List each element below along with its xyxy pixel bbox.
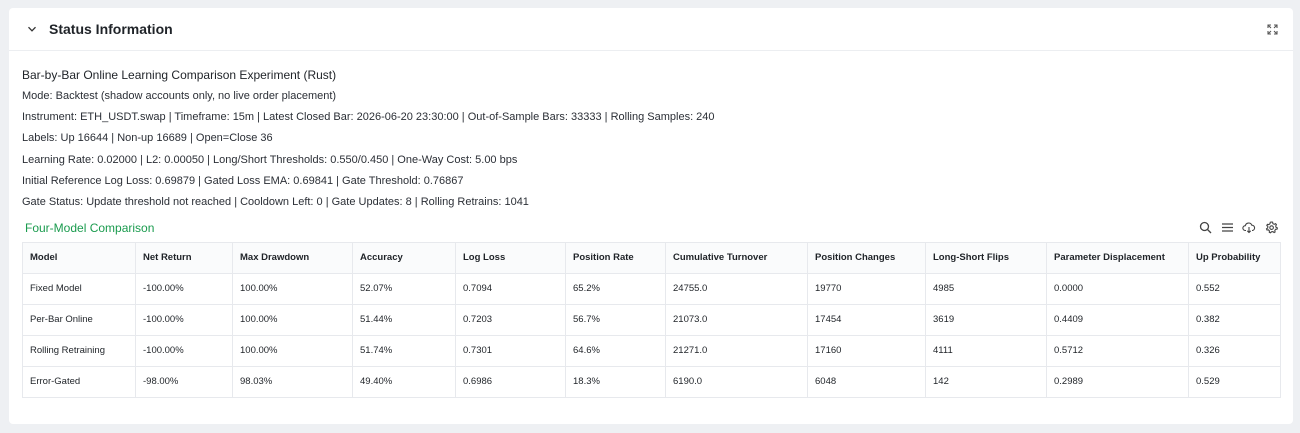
table-cell: 98.03% — [232, 365, 353, 398]
table-cell: 0.7301 — [455, 334, 566, 367]
table-cell: 21073.0 — [665, 303, 808, 336]
column-header[interactable]: Up Probability — [1188, 241, 1281, 274]
table-cell: 0.552 — [1188, 272, 1281, 305]
table-cell: 64.6% — [565, 334, 666, 367]
log-loss-line: Initial Reference Log Loss: 0.69879 | Ga… — [22, 174, 464, 187]
instrument-line: Instrument: ETH_USDT.swap | Timeframe: 1… — [22, 111, 715, 124]
column-header[interactable]: Long-Short Flips — [925, 241, 1047, 274]
table-cell: 51.44% — [352, 303, 456, 336]
table-cell: 0.2989 — [1046, 365, 1189, 398]
table-cell: 0.6986 — [455, 365, 566, 398]
chevron-down-icon[interactable] — [25, 22, 39, 36]
column-header[interactable]: Parameter Displacement — [1046, 241, 1189, 274]
cloud-download-icon[interactable] — [1241, 220, 1257, 236]
table-cell: Rolling Retraining — [22, 334, 136, 367]
table-cell: 4985 — [925, 272, 1047, 305]
column-header[interactable]: Model — [22, 241, 136, 274]
experiment-title: Bar-by-Bar Online Learning Comparison Ex… — [22, 68, 337, 82]
column-header[interactable]: Accuracy — [352, 241, 456, 274]
table-cell: 6048 — [807, 365, 926, 398]
table-cell: 100.00% — [232, 334, 353, 367]
labels-line: Labels: Up 16644 | Non-up 16689 | Open=C… — [22, 132, 273, 145]
table-cell: 100.00% — [232, 272, 353, 305]
table-cell: 0.7094 — [455, 272, 566, 305]
table-cell: 56.7% — [565, 303, 666, 336]
learning-rate-line: Learning Rate: 0.02000 | L2: 0.00050 | L… — [22, 153, 518, 166]
table-cell: 19770 — [807, 272, 926, 305]
panel-title: Status Information — [49, 21, 173, 37]
comparison-table: Model Net Return Max Drawdown Accuracy L… — [22, 241, 1281, 398]
gate-status-line: Gate Status: Update threshold not reache… — [22, 195, 529, 208]
table-cell: 17454 — [807, 303, 926, 336]
table-cell: 0.382 — [1188, 303, 1281, 336]
panel-header: Status Information — [9, 8, 1293, 51]
table-row: Error-Gated -98.00% 98.03% 49.40% 0.6986… — [22, 365, 1281, 398]
table-cell: 0.0000 — [1046, 272, 1189, 305]
table-cell: 49.40% — [352, 365, 456, 398]
table-row: Fixed Model -100.00% 100.00% 52.07% 0.70… — [22, 272, 1281, 305]
table-cell: -100.00% — [135, 334, 233, 367]
comparison-table-wrap: Model Net Return Max Drawdown Accuracy L… — [9, 241, 1293, 398]
column-header[interactable]: Position Changes — [807, 241, 926, 274]
column-header[interactable]: Position Rate — [565, 241, 666, 274]
table-cell: 0.7203 — [455, 303, 566, 336]
table-cell: 100.00% — [232, 303, 353, 336]
search-icon[interactable] — [1197, 220, 1213, 236]
comparison-header: Four-Model Comparison — [9, 217, 1293, 239]
table-cell: 51.74% — [352, 334, 456, 367]
table-row: Rolling Retraining -100.00% 100.00% 51.7… — [22, 334, 1281, 367]
table-cell: 4111 — [925, 334, 1047, 367]
table-cell: 17160 — [807, 334, 926, 367]
status-panel: Status Information Bar-by-Bar Online Lea… — [9, 8, 1293, 424]
mode-line: Mode: Backtest (shadow accounts only, no… — [22, 90, 337, 102]
table-cell: 0.5712 — [1046, 334, 1189, 367]
table-cell: -98.00% — [135, 365, 233, 398]
table-cell: Error-Gated — [22, 365, 136, 398]
table-cell: -100.00% — [135, 303, 233, 336]
table-header-row: Model Net Return Max Drawdown Accuracy L… — [22, 241, 1281, 274]
table-cell: 0.4409 — [1046, 303, 1189, 336]
gear-icon[interactable] — [1263, 220, 1279, 236]
table-row: Per-Bar Online -100.00% 100.00% 51.44% 0… — [22, 303, 1281, 336]
table-cell: 65.2% — [565, 272, 666, 305]
table-cell: 0.529 — [1188, 365, 1281, 398]
fullscreen-icon[interactable] — [1265, 22, 1279, 36]
column-header[interactable]: Max Drawdown — [232, 241, 353, 274]
table-cell: 24755.0 — [665, 272, 808, 305]
column-header[interactable]: Net Return — [135, 241, 233, 274]
table-cell: Per-Bar Online — [22, 303, 136, 336]
table-toolbar — [1197, 220, 1279, 236]
list-icon[interactable] — [1219, 220, 1235, 236]
table-cell: 21271.0 — [665, 334, 808, 367]
table-cell: 18.3% — [565, 365, 666, 398]
table-cell: Fixed Model — [22, 272, 136, 305]
table-cell: 3619 — [925, 303, 1047, 336]
comparison-title: Four-Model Comparison — [25, 220, 155, 235]
column-header[interactable]: Log Loss — [455, 241, 566, 274]
table-cell: 142 — [925, 365, 1047, 398]
table-cell: -100.00% — [135, 272, 233, 305]
table-cell: 6190.0 — [665, 365, 808, 398]
table-cell: 52.07% — [352, 272, 456, 305]
column-header[interactable]: Cumulative Turnover — [665, 241, 808, 274]
info-section: Bar-by-Bar Online Learning Comparison Ex… — [9, 51, 1293, 210]
table-cell: 0.326 — [1188, 334, 1281, 367]
